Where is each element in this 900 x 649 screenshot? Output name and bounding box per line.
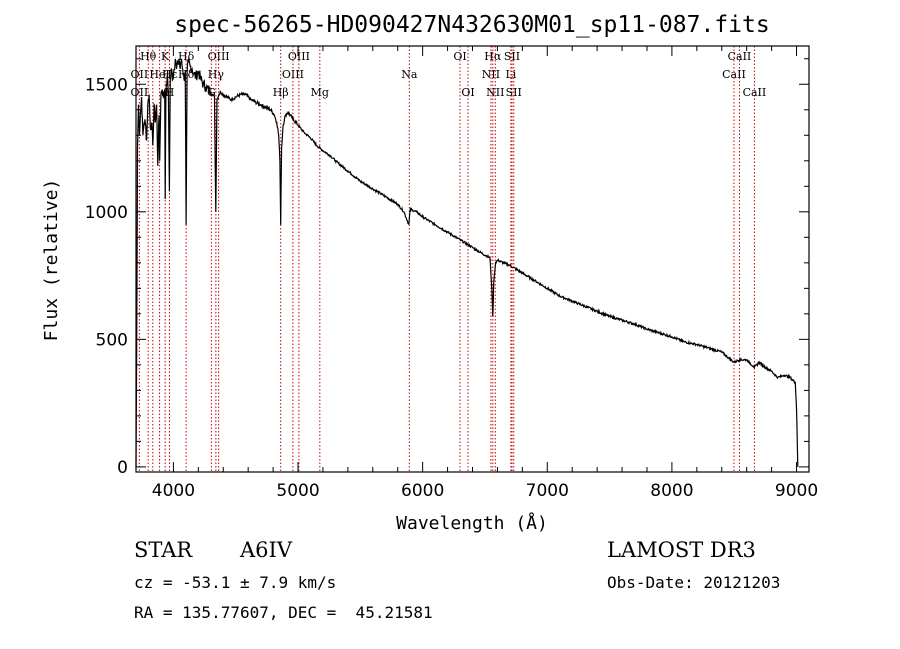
axis-ticks: 4000 5000 6000 7000 8000 9000 0 500 1000 1500 [85, 46, 818, 501]
line-label: Hβ [273, 86, 289, 99]
y-tick-label: 500 [96, 330, 128, 350]
line-label: NII [482, 68, 500, 81]
spectrum-line [135, 58, 799, 467]
line-label: Hδ [178, 50, 195, 63]
line-label: OIII [208, 50, 230, 63]
y-axis-label: Flux (relative) [41, 179, 62, 342]
line-label: OIII [282, 68, 304, 81]
redshift-velocity: cz = -53.1 ± 7.9 km/s [134, 573, 337, 592]
spectral-class: A6IV [240, 538, 292, 562]
line-label: Li [505, 68, 516, 81]
object-type: STAR [134, 538, 193, 562]
y-tick-label: 1500 [85, 75, 128, 95]
x-axis-label: Wavelength (Å) [396, 512, 548, 534]
line-label: SII [504, 50, 520, 63]
line-label: HeI [149, 68, 169, 81]
y-tick-label: 1000 [85, 203, 128, 223]
line-label: OIII [288, 50, 310, 63]
line-label: OI [453, 50, 466, 63]
line-label: K [161, 50, 170, 63]
line-label: H [165, 86, 175, 99]
line-label: OII [131, 86, 149, 99]
line-label: NII [486, 86, 504, 99]
line-label: Hα [484, 50, 502, 63]
observation-date: Obs-Date: 20121203 [607, 573, 781, 592]
x-tick-label: 9000 [775, 481, 818, 501]
line-label: Hγ [208, 68, 225, 81]
line-label: Na [401, 68, 418, 81]
line-label: Hθ [140, 50, 157, 63]
y-tick-label: 0 [117, 458, 128, 478]
x-tick-label: 7000 [526, 481, 569, 501]
line-label: OI [461, 86, 474, 99]
x-tick-label: 8000 [650, 481, 693, 501]
line-label: CaII [722, 68, 746, 81]
x-tick-label: 4000 [152, 481, 195, 501]
x-tick-label: 6000 [401, 481, 444, 501]
survey-name: LAMOST DR3 [607, 538, 756, 562]
chart-title: spec-56265-HD090427N432630M01_sp11-087.f… [174, 12, 769, 38]
coordinates: RA = 135.77607, DEC = 45.21581 [134, 603, 433, 622]
x-tick-label: 5000 [276, 481, 319, 501]
line-label: CaII [728, 50, 752, 63]
line-label: SII [506, 86, 522, 99]
line-label: CaII [743, 86, 767, 99]
plot-frame [135, 45, 810, 473]
line-label: Mg [311, 86, 329, 99]
line-label: OII [131, 68, 149, 81]
line-markers [138, 46, 755, 472]
